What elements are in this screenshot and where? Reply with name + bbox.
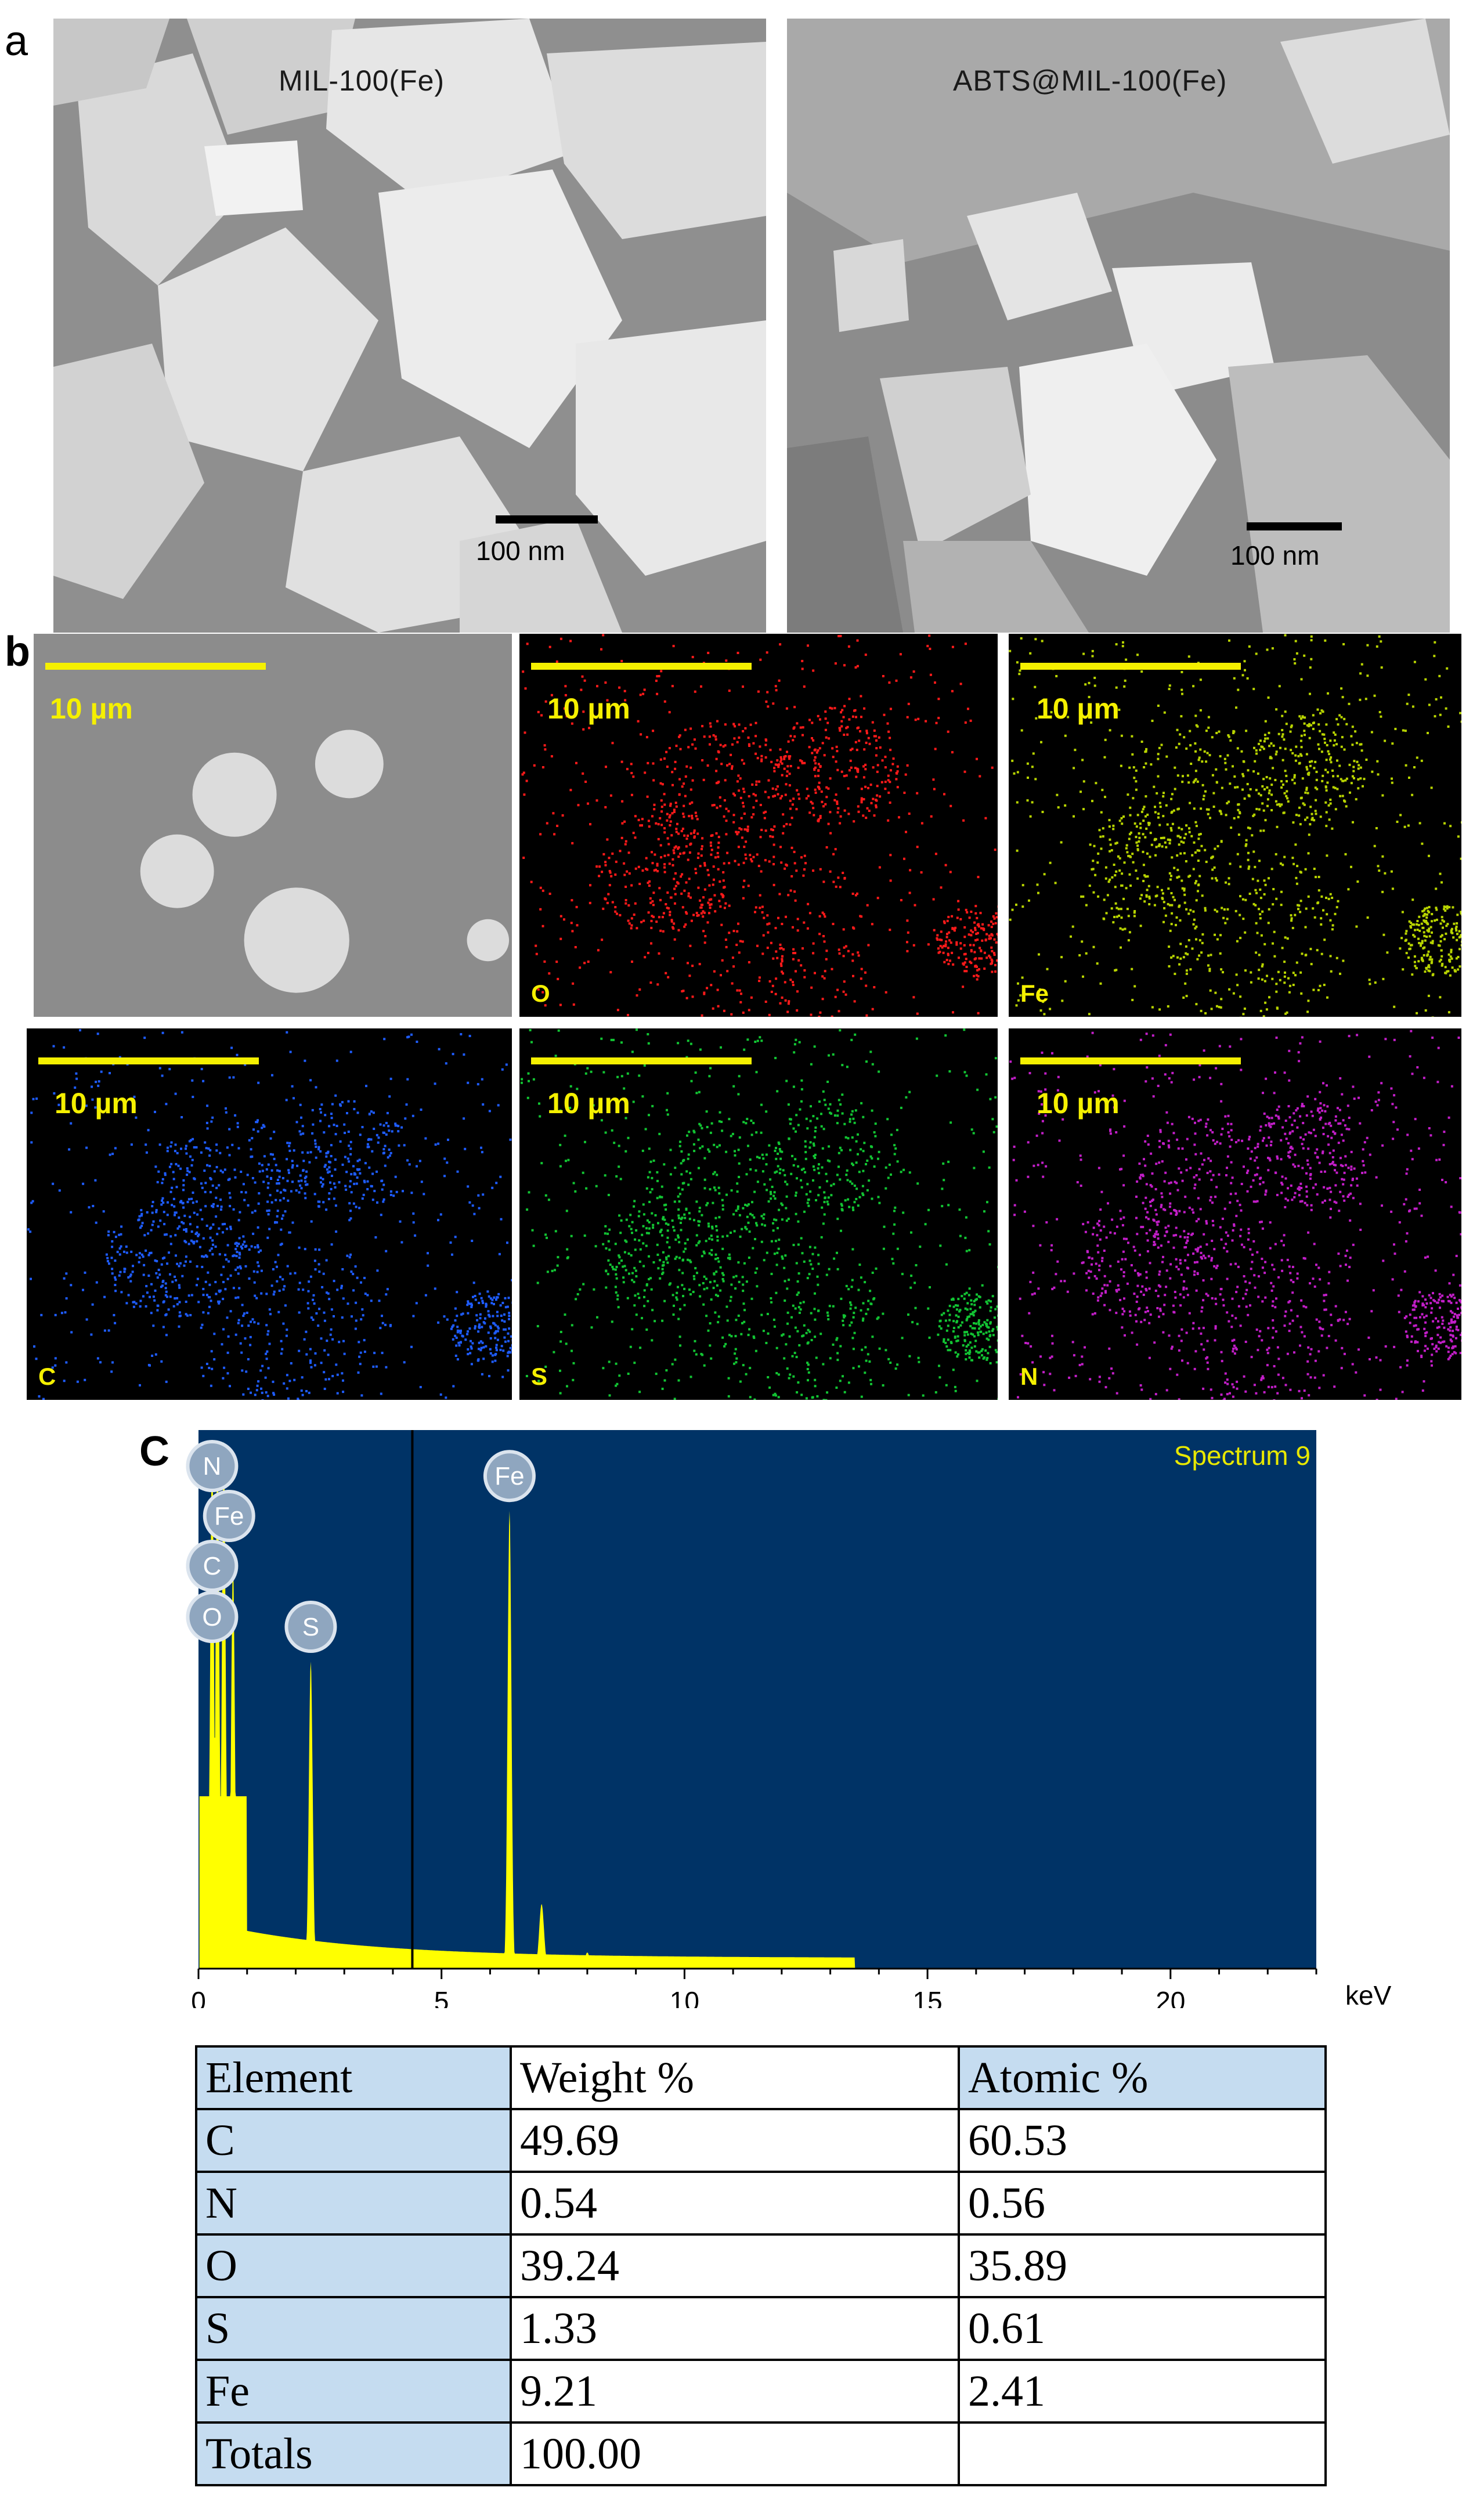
map-scale-label: 10 µm	[547, 1087, 630, 1120]
peak-badge-text: C	[203, 1552, 222, 1580]
table-cell: 100.00	[510, 2421, 960, 2486]
plot-background	[198, 1430, 1316, 1969]
eds-map-c: 10 µm C	[27, 1028, 512, 1400]
table-cell: O	[195, 2233, 512, 2298]
table-cell: 0.61	[958, 2296, 1327, 2361]
table-row: Totals 100.00	[195, 2421, 1327, 2486]
x-tick-label: 15	[913, 1986, 943, 2008]
map-scale-label: 10 µm	[547, 692, 630, 725]
x-tick-label: 5	[434, 1986, 449, 2008]
peak-badge	[203, 1490, 255, 1542]
table-cell: N	[195, 2171, 512, 2236]
peak-badge	[186, 1540, 239, 1592]
map-scale-bar	[45, 663, 266, 670]
scale-label-left: 100 nm	[476, 536, 565, 566]
sem-title-right: ABTS@MIL-100(Fe)	[953, 64, 1228, 97]
table-row: S 1.33 0.61	[195, 2296, 1327, 2361]
sem-image-mil100: MIL-100(Fe) 100 nm	[53, 19, 766, 633]
table-cell: Fe	[195, 2359, 512, 2424]
table-cell: 2.41	[958, 2359, 1327, 2424]
header-element: Element	[195, 2045, 512, 2110]
table-cell: 60.53	[958, 2108, 1327, 2173]
panel-a-label: a	[5, 18, 28, 64]
table-row: C 49.69 60.53	[195, 2108, 1327, 2173]
table-row: N 0.54 0.56	[195, 2171, 1327, 2236]
peak-label: Fe	[483, 1450, 536, 1503]
eds-map-o: 10 µm O	[519, 634, 998, 1017]
spectrum-title: Spectrum 9	[1174, 1440, 1310, 1471]
peak-label: Fe	[203, 1490, 255, 1542]
x-tick-label: 10	[670, 1986, 699, 2008]
peak-badge-text: N	[203, 1452, 222, 1481]
table-cell: C	[195, 2108, 512, 2173]
map-element-label: S	[531, 1363, 548, 1390]
map-element-label: Fe	[1020, 980, 1049, 1007]
table-cell: 0.54	[510, 2171, 960, 2236]
map-scale-bar	[531, 1057, 752, 1064]
table-cell: 0.56	[958, 2171, 1327, 2236]
map-element-label: N	[1020, 1363, 1038, 1390]
table-row: O 39.24 35.89	[195, 2233, 1327, 2298]
map-element-label: O	[531, 980, 550, 1007]
sem-title-left: MIL-100(Fe)	[279, 64, 445, 97]
eds-map-n: 10 µm N	[1009, 1028, 1461, 1400]
x-tick-label: 0	[191, 1986, 206, 2008]
eds-spectrum-chart: 0 5 10 15 20 keV Spectrum 9 N Fe CO S Fe	[186, 1430, 1392, 2008]
header-weight: Weight %	[510, 2045, 960, 2110]
panel-c-label: C	[139, 1428, 169, 1475]
peak-label: S	[284, 1601, 337, 1653]
map-scale-label: 10 µm	[1037, 692, 1120, 725]
eds-map-sem: 10 µm	[34, 634, 512, 1017]
peak-label: O	[186, 1591, 239, 1643]
table-cell: 39.24	[510, 2233, 960, 2298]
x-tick-label: 20	[1156, 1986, 1185, 2008]
peak-badge-text: O	[202, 1603, 222, 1631]
table-cell: Totals	[195, 2421, 512, 2486]
eds-map-s: 10 µm S	[519, 1028, 998, 1400]
peak-badge-text: S	[302, 1613, 319, 1641]
sem-image-abts-mil100: ABTS@MIL-100(Fe) 100 nm	[787, 19, 1450, 633]
map-scale-label: 10 µm	[1037, 1087, 1120, 1120]
scale-bar-right	[1247, 522, 1342, 530]
scale-bar-left	[496, 515, 598, 524]
map-scale-bar	[1020, 1057, 1241, 1064]
peak-badge	[483, 1450, 536, 1503]
scale-label-right: 100 nm	[1230, 540, 1320, 571]
eds-map-fe: 10 µm Fe	[1009, 634, 1461, 1017]
table-header-row: Element Weight % Atomic %	[195, 2045, 1327, 2110]
table-cell: S	[195, 2296, 512, 2361]
table-cell	[958, 2421, 1327, 2486]
map-element-label: C	[38, 1363, 56, 1390]
table-cell: 49.69	[510, 2108, 960, 2173]
x-axis-label: keV	[1345, 1980, 1392, 2008]
peak-badge	[186, 1591, 239, 1643]
table-cell: 9.21	[510, 2359, 960, 2424]
map-scale-bar	[531, 663, 752, 670]
composition-table: Element Weight % Atomic % C 49.69 60.53 N 0.…	[195, 2045, 1327, 2486]
peak-badge	[284, 1601, 337, 1653]
map-scale-label: 10 µm	[50, 692, 133, 725]
map-scale-bar	[38, 1057, 259, 1064]
peak-label: N	[186, 1440, 239, 1492]
peak-label: C	[186, 1540, 239, 1592]
table-cell: 35.89	[958, 2233, 1327, 2298]
peak-badge-text: Fe	[494, 1462, 524, 1490]
peak-badge-text: Fe	[214, 1502, 244, 1530]
map-scale-bar	[1020, 663, 1241, 670]
panel-b-label: b	[5, 629, 30, 675]
peak-badge	[186, 1440, 239, 1492]
map-scale-label: 10 µm	[55, 1087, 138, 1120]
table-cell: 1.33	[510, 2296, 960, 2361]
header-atomic: Atomic %	[958, 2045, 1327, 2110]
table-row: Fe 9.21 2.41	[195, 2359, 1327, 2424]
